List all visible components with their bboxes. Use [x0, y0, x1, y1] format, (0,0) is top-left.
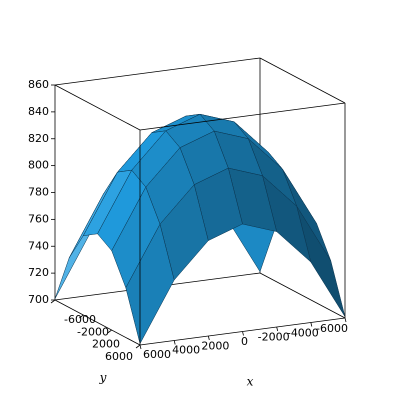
- x-tick: [242, 331, 244, 336]
- x-tick: [139, 344, 142, 350]
- z-tick-label: 820: [28, 132, 49, 145]
- surface-patch: [296, 206, 346, 317]
- y-tick-label: -6000: [64, 313, 96, 326]
- box-edge: [139, 317, 346, 346]
- box-edge: [259, 272, 346, 319]
- x-axis-label: x: [247, 375, 254, 389]
- z-tick-label: 780: [28, 186, 49, 199]
- y-tick-label: 2000: [92, 338, 120, 351]
- x-tick-label: 4000: [172, 344, 200, 357]
- z-tick-label: 700: [28, 293, 49, 306]
- z-tick-label: 860: [28, 78, 49, 91]
- y-tick: [79, 314, 84, 319]
- z-tick-label: 720: [28, 266, 49, 279]
- x-tick: [276, 326, 279, 332]
- x-tick-label: -4000: [287, 326, 319, 339]
- box-edge: [54, 57, 261, 86]
- x-tick: [310, 322, 313, 327]
- x-tick-label: 0: [241, 335, 248, 348]
- box-edge: [54, 299, 141, 346]
- z-tick-label: 740: [28, 239, 49, 252]
- z-tick-label: 840: [28, 105, 49, 118]
- box-edge: [54, 84, 141, 131]
- box-edge: [139, 102, 346, 131]
- x-tick: [173, 340, 176, 345]
- x-tick-label: -2000: [258, 331, 290, 344]
- x-tick: [344, 317, 347, 323]
- y-tick: [135, 344, 141, 349]
- y-tick-label: 6000: [105, 350, 133, 363]
- y-tick: [50, 299, 56, 304]
- box-edge: [259, 57, 346, 104]
- z-tick-label: 800: [28, 159, 49, 172]
- z-tick-label: 760: [28, 212, 49, 225]
- y-tick: [107, 329, 112, 334]
- y-axis-label: y: [99, 371, 107, 385]
- x-tick: [207, 335, 210, 341]
- x-tick-label: 2000: [201, 339, 229, 352]
- y-tick-label: -2000: [77, 325, 109, 338]
- x-tick-label: -6000: [316, 322, 348, 335]
- x-tick-label: 6000: [143, 348, 171, 361]
